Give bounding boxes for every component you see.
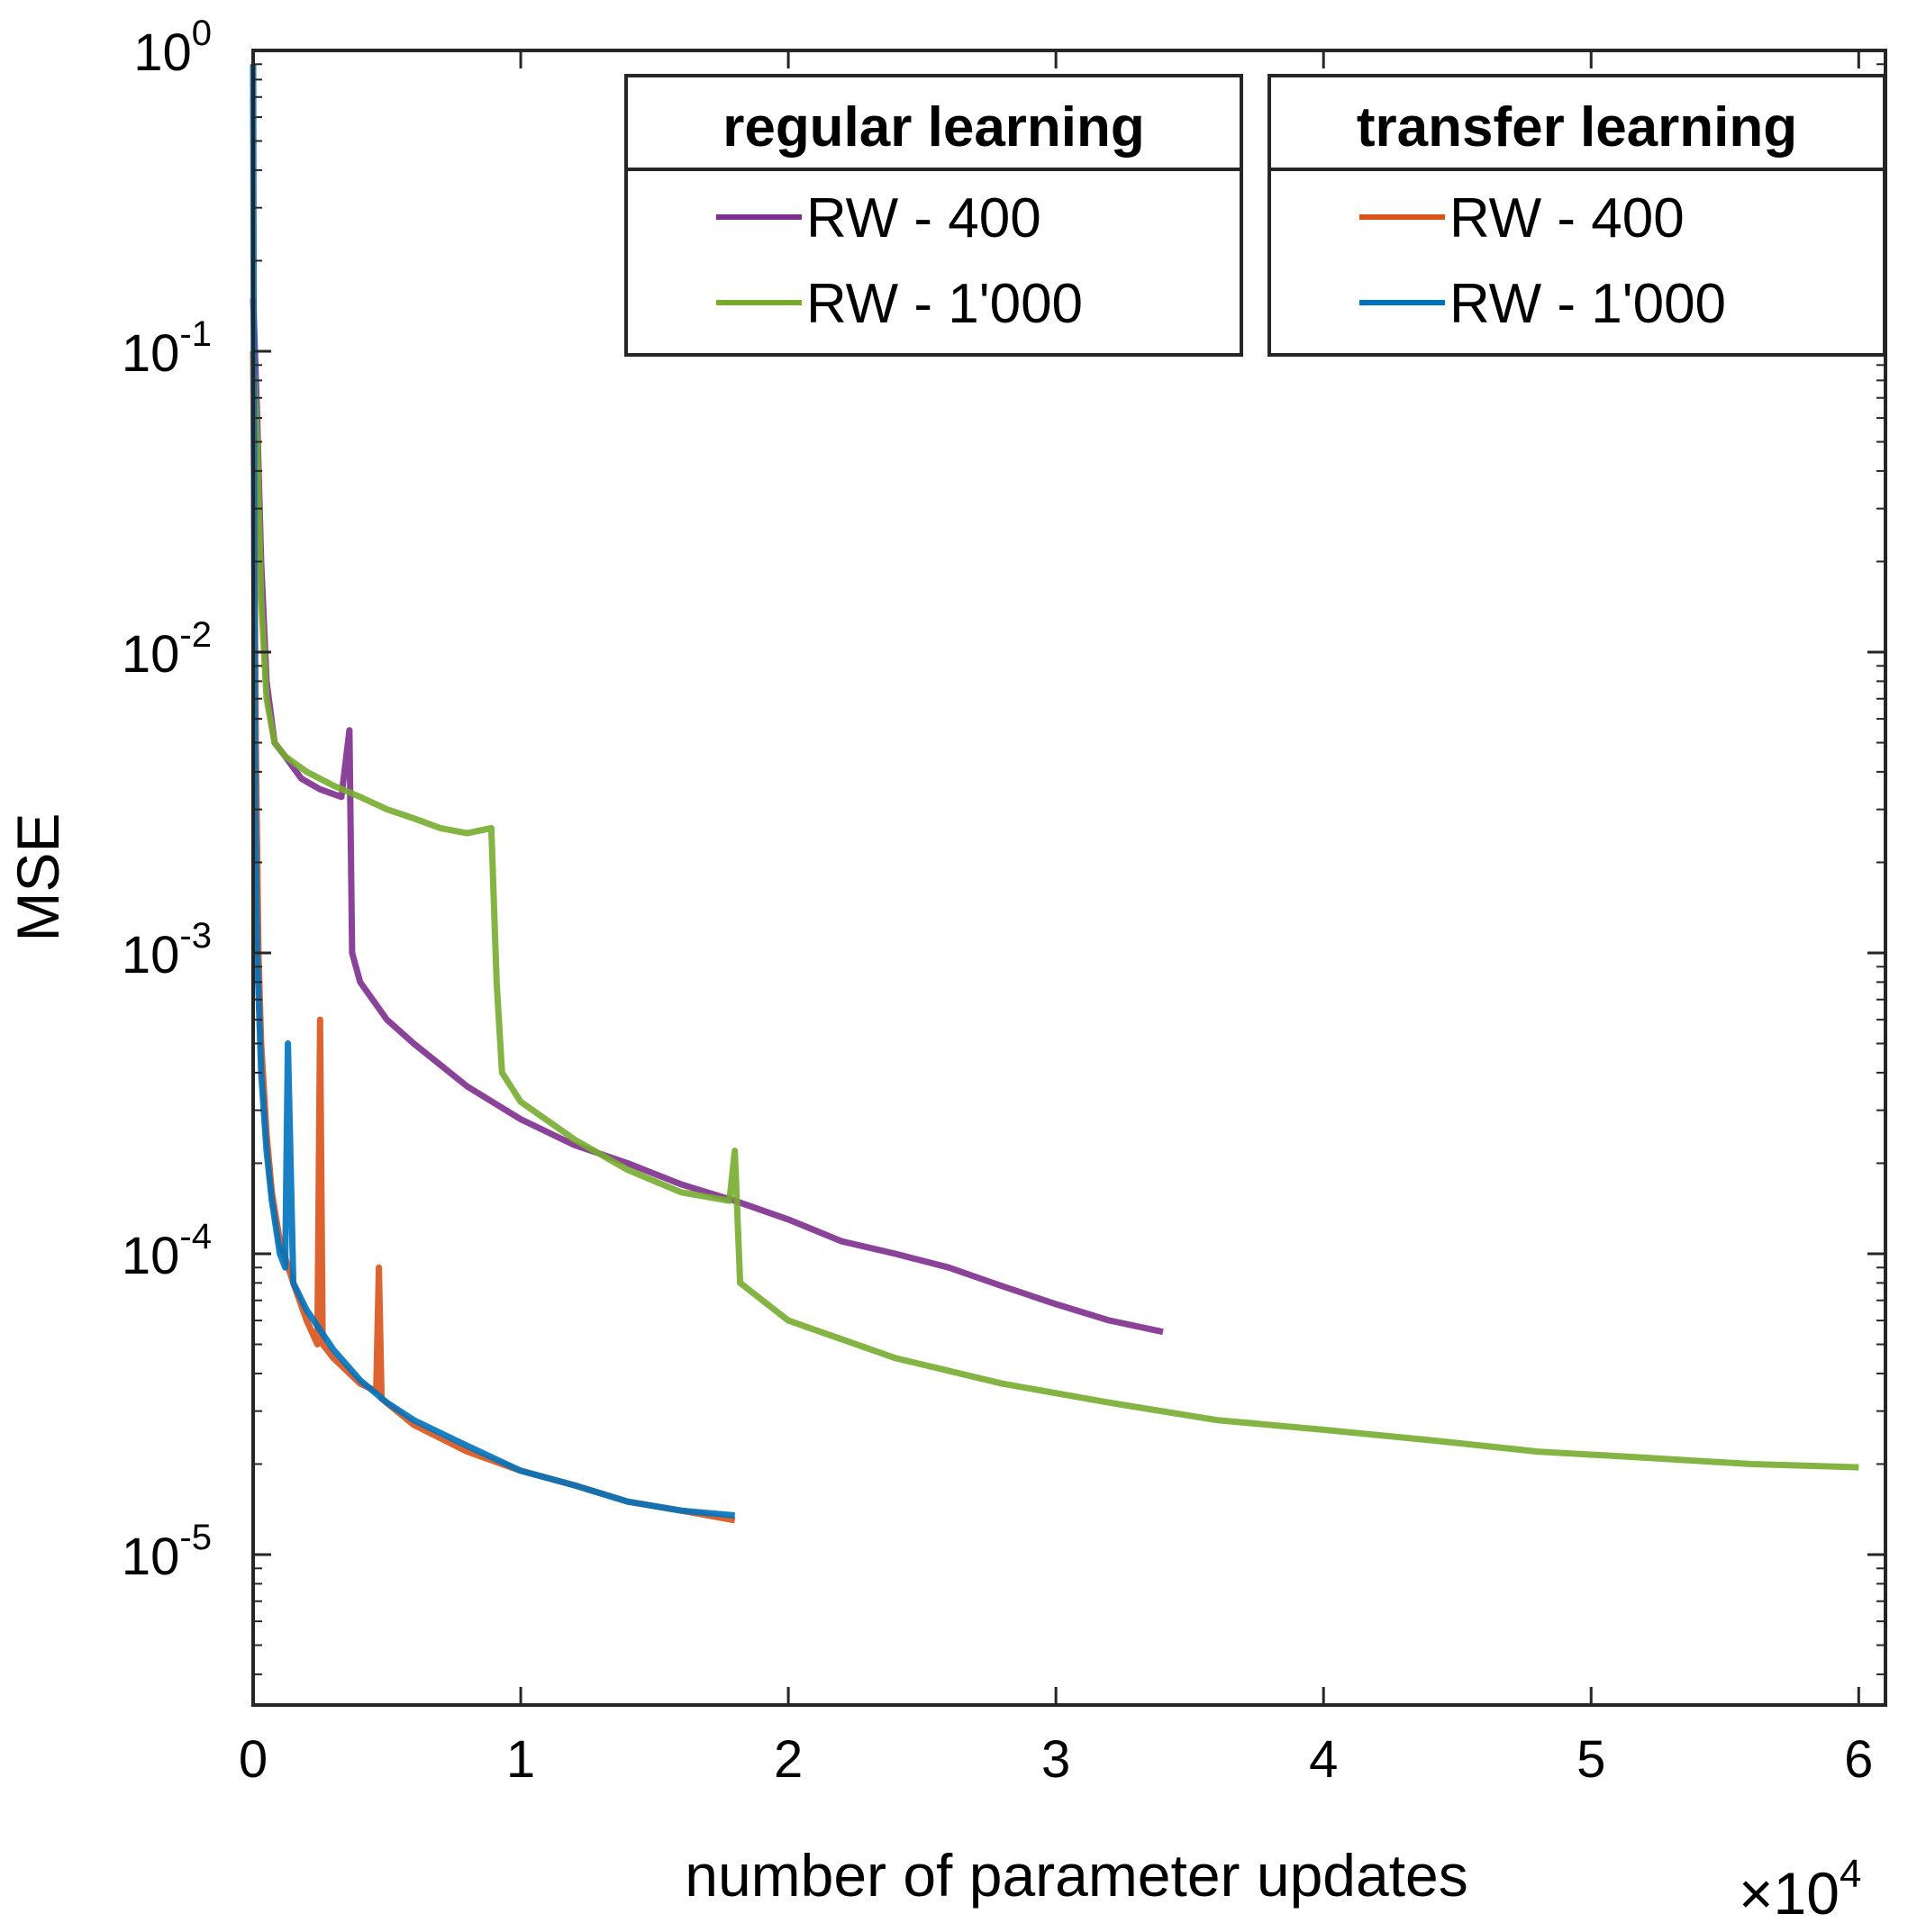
x-tick-label-5: 5 <box>1576 1730 1605 1789</box>
y-tick-label-3: 10-3 <box>122 916 212 984</box>
y-tick-label-1: 10-1 <box>122 314 212 383</box>
x-tick-label-0: 0 <box>239 1730 268 1789</box>
legend-1: regular learning RW - 400 RW - 1'000 <box>624 74 1243 357</box>
legend-title: transfer learning <box>1357 96 1797 159</box>
labels-layer: 0 1 2 3 4 5 6 100 10-1 10-2 10-3 10-4 10-5 <box>122 14 1874 1789</box>
x-tick-label-1: 1 <box>506 1730 535 1789</box>
ticks-layer <box>251 49 1885 1705</box>
legend-entry-label: RW - 400 <box>1449 187 1685 249</box>
legend-entry-label: RW - 1'000 <box>806 273 1083 335</box>
plot-frame <box>251 49 1887 1707</box>
x-tick-label-3: 3 <box>1041 1730 1070 1789</box>
legend-2: transfer learning RW - 400 RW - 1'000 <box>1267 74 1886 357</box>
x-tick-label-6: 6 <box>1844 1730 1873 1789</box>
y-tick-label-2: 10-2 <box>122 615 212 684</box>
series-line-4 <box>250 64 736 1519</box>
legend-entry-label: RW - 400 <box>806 187 1041 249</box>
x-multiplier-label: ×104 <box>1739 1852 1861 1927</box>
x-multiplier-base: ×10 <box>1739 1860 1840 1927</box>
y-axis-title: MSE <box>5 812 71 941</box>
legend-entry-label: RW - 1'000 <box>1449 273 1726 335</box>
x-multiplier-exponent: 4 <box>1840 1852 1861 1896</box>
y-tick-label-4: 10-4 <box>122 1217 212 1285</box>
x-tick-label-4: 4 <box>1309 1730 1338 1789</box>
y-tick-label-0: 100 <box>133 14 212 82</box>
x-tick-label-2: 2 <box>774 1730 803 1789</box>
x-axis-title: number of parameter updates <box>685 1842 1468 1909</box>
series-line-1 <box>250 298 1164 1336</box>
y-tick-label-5: 10-5 <box>122 1518 212 1586</box>
legend-title: regular learning <box>722 96 1145 159</box>
series-line-2 <box>250 350 1859 1471</box>
series-layer <box>250 64 1859 1524</box>
